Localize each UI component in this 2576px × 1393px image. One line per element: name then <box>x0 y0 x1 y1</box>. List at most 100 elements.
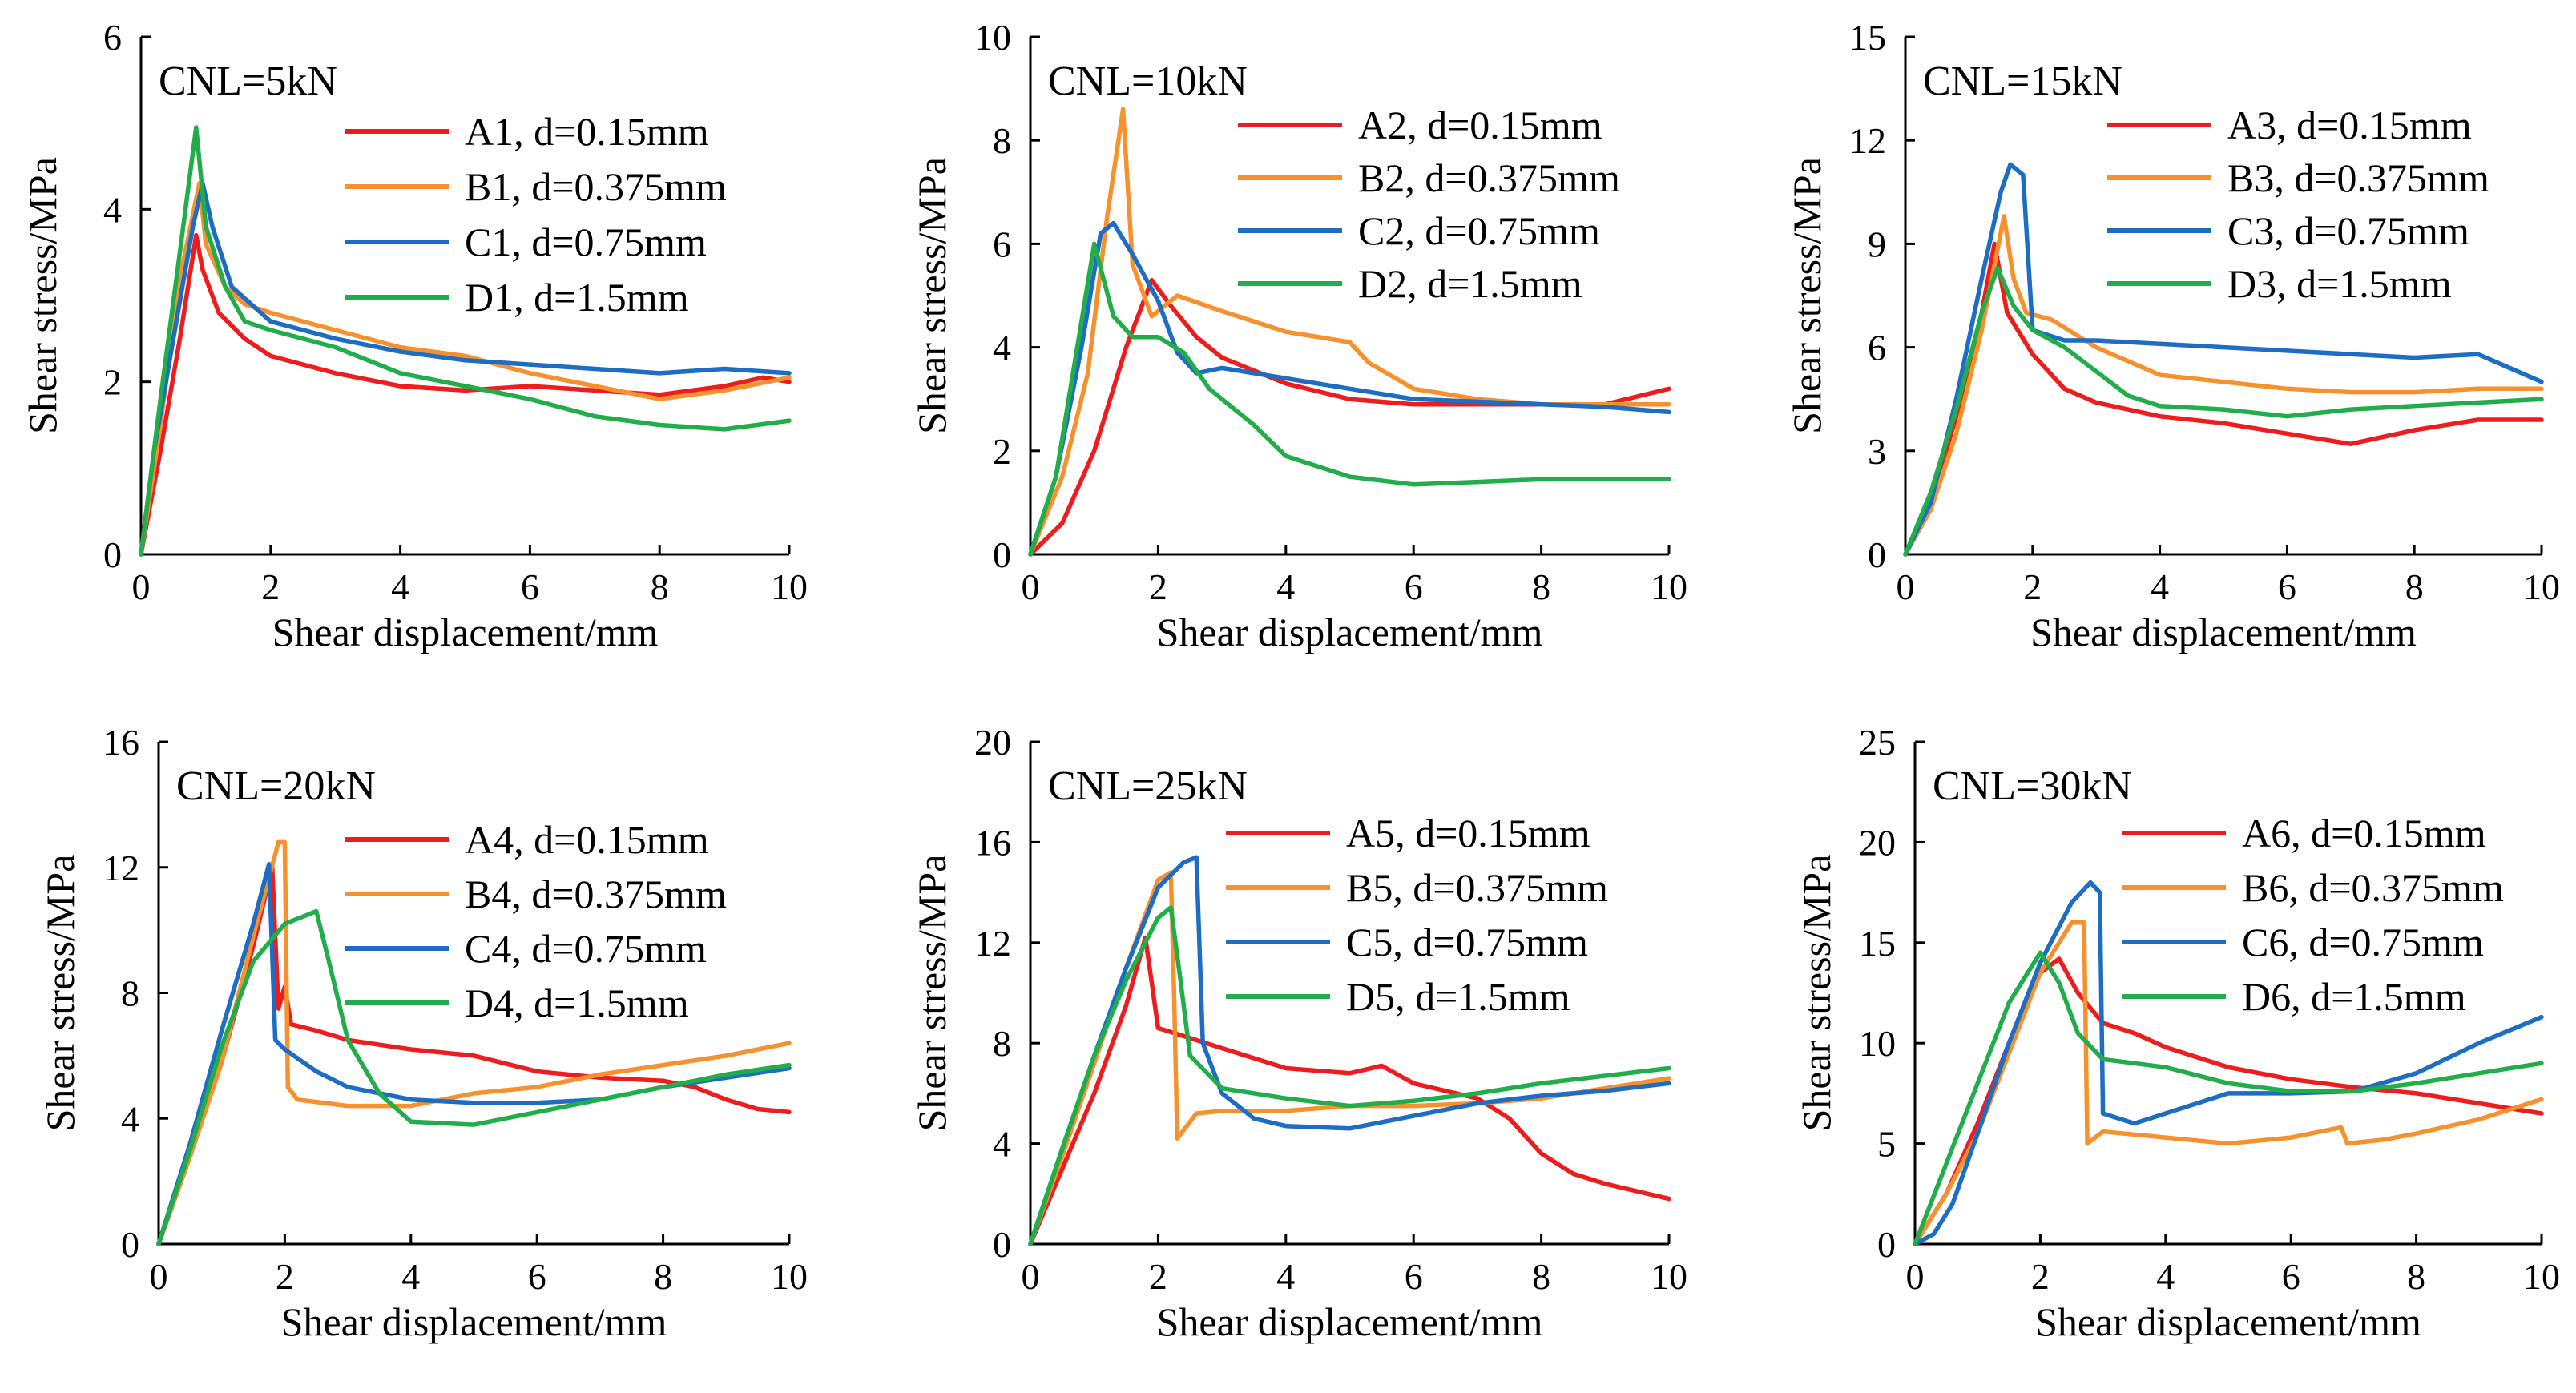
legend-label: D3, d=1.5mm <box>2227 261 2452 306</box>
series-line-b6 <box>1913 920 2544 1246</box>
x-tick-label: 6 <box>2282 1256 2300 1297</box>
y-tick-label: 8 <box>121 973 139 1014</box>
panel-title: CNL=20kN <box>176 763 376 809</box>
legend: A4, d=0.15mm B4, d=0.375mm C4, d=0.75mm D4,… <box>345 817 727 1025</box>
legend-label: C4, d=0.75mm <box>465 926 707 971</box>
legend-label: A5, d=0.15mm <box>1346 811 1590 856</box>
y-tick-label: 20 <box>974 722 1011 763</box>
legend-label: A4, d=0.15mm <box>465 817 709 862</box>
y-tick-label: 6 <box>1868 328 1886 368</box>
series-line-d5 <box>1028 905 1671 1246</box>
y-tick-label: 5 <box>1877 1124 1896 1165</box>
series-line-a2 <box>1028 277 1671 557</box>
legend-label: B4, d=0.375mm <box>465 872 727 916</box>
x-tick-label: 4 <box>401 1256 420 1297</box>
legend-label: B3, d=0.375mm <box>2227 155 2489 200</box>
y-tick-label: 0 <box>993 534 1011 575</box>
y-axis-title: Shear stress/MPa <box>20 157 65 434</box>
y-tick-label: 10 <box>1859 1023 1896 1064</box>
chart-panel-3: 0 2 4 6 8 10 0 3 6 9 12 15 Shear displacement/mm Shea… <box>1784 17 2560 654</box>
y-tick-label: 10 <box>974 17 1011 58</box>
legend-label: C3, d=0.75mm <box>2227 208 2469 253</box>
x-tick-label: 8 <box>1532 566 1550 607</box>
x-tick-label: 4 <box>1276 566 1295 607</box>
y-tick-label: 15 <box>1859 923 1896 964</box>
legend-label: A2, d=0.15mm <box>1358 103 1602 147</box>
panel-title: CNL=10kN <box>1048 58 1248 104</box>
x-tick-label: 4 <box>391 566 409 607</box>
legend: A3, d=0.15mm B3, d=0.375mm C3, d=0.75mm D3,… <box>2107 103 2489 306</box>
y-tick-label: 4 <box>103 189 122 230</box>
x-tick-label: 10 <box>1651 566 1687 607</box>
legend-label: D2, d=1.5mm <box>1358 261 1582 306</box>
series-line-b3 <box>1903 214 2544 557</box>
y-tick-label: 0 <box>103 534 122 575</box>
x-tick-label: 6 <box>1405 1256 1423 1297</box>
y-tick-label: 3 <box>1868 431 1886 472</box>
y-tick-label: 2 <box>103 362 122 403</box>
x-tick-label: 6 <box>521 566 539 607</box>
series-line-d1 <box>139 125 792 557</box>
x-tick-label: 0 <box>150 1256 168 1297</box>
panel-title: CNL=25kN <box>1048 763 1248 809</box>
series-line-c5 <box>1028 855 1671 1246</box>
y-tick-label: 6 <box>993 223 1011 264</box>
x-tick-label: 4 <box>1276 1256 1295 1297</box>
series-line-d3 <box>1903 265 2544 557</box>
series-line-d4 <box>156 908 792 1246</box>
legend-label: D6, d=1.5mm <box>2242 974 2466 1019</box>
x-axis-title: Shear displacement/mm <box>272 610 659 654</box>
x-tick-label: 8 <box>1532 1256 1550 1297</box>
x-tick-label: 4 <box>2156 1256 2175 1297</box>
x-axis-title: Shear displacement/mm <box>281 1299 667 1344</box>
chart-panel-2: 0 2 4 6 8 10 0 2 4 6 8 10 Shear displacement/mm Shear… <box>909 17 1687 654</box>
y-tick-label: 6 <box>103 17 122 58</box>
x-tick-label: 6 <box>528 1256 546 1297</box>
y-tick-label: 2 <box>993 431 1011 472</box>
legend-label: D1, d=1.5mm <box>465 275 689 320</box>
y-tick-label: 8 <box>993 120 1011 161</box>
y-tick-label: 4 <box>993 328 1011 368</box>
legend-label: D4, d=1.5mm <box>465 980 689 1025</box>
x-tick-label: 0 <box>1897 566 1915 607</box>
y-axis-title: Shear stress/MPa <box>1794 855 1839 1132</box>
y-tick-label: 12 <box>974 923 1011 964</box>
series-line-d2 <box>1028 241 1671 557</box>
y-axis-title: Shear stress/MPa <box>909 855 954 1132</box>
x-tick-label: 10 <box>1651 1256 1687 1297</box>
y-tick-label: 0 <box>121 1224 139 1265</box>
legend-label: C2, d=0.75mm <box>1358 208 1600 253</box>
y-tick-label: 8 <box>993 1023 1011 1064</box>
y-tick-label: 16 <box>974 822 1011 863</box>
series-line-c1 <box>139 181 792 557</box>
x-tick-label: 2 <box>261 566 280 607</box>
x-tick-label: 0 <box>1022 566 1040 607</box>
x-tick-label: 8 <box>654 1256 672 1297</box>
x-axis-title: Shear displacement/mm <box>2030 610 2417 654</box>
chart-panel-4: 0 2 4 6 8 10 0 4 8 12 16 Shear displacement/mm Shear… <box>38 722 808 1344</box>
y-tick-label: 4 <box>121 1098 139 1139</box>
y-tick-label: 0 <box>1868 534 1886 575</box>
legend: A5, d=0.15mm B5, d=0.375mm C5, d=0.75mm D5,… <box>1226 811 1608 1019</box>
legend-label: C5, d=0.75mm <box>1346 920 1588 964</box>
x-tick-label: 10 <box>2523 1256 2560 1297</box>
series-line-b1 <box>139 181 792 557</box>
legend-label: B6, d=0.375mm <box>2242 865 2504 910</box>
x-tick-label: 8 <box>2405 566 2424 607</box>
x-axis-title: Shear displacement/mm <box>2035 1299 2421 1344</box>
panel-title: CNL=5kN <box>159 58 337 104</box>
series-line-a1 <box>139 232 792 557</box>
x-tick-label: 10 <box>771 566 808 607</box>
x-tick-label: 10 <box>2523 566 2560 607</box>
panel-title: CNL=15kN <box>1923 58 2122 104</box>
y-tick-label: 12 <box>103 847 139 888</box>
x-tick-label: 6 <box>2278 566 2296 607</box>
legend-label: A6, d=0.15mm <box>2242 811 2486 856</box>
legend-label: B1, d=0.375mm <box>465 164 727 209</box>
legend-label: D5, d=1.5mm <box>1346 974 1570 1019</box>
x-tick-label: 0 <box>1906 1256 1925 1297</box>
series-line-d6 <box>1913 950 2544 1246</box>
x-tick-label: 6 <box>1405 566 1423 607</box>
